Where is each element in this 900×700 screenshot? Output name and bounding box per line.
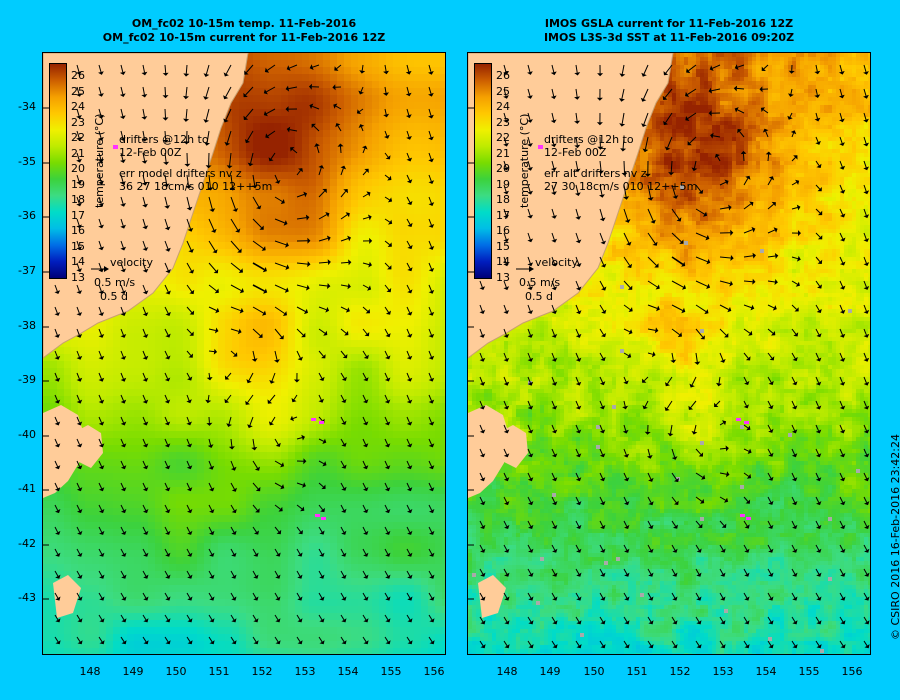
- y-tick-label: -37: [2, 264, 36, 277]
- colorbar-tick-label: 26: [71, 69, 85, 82]
- left-title-line1: OM_fc02 10-15m temp. 11-Feb-2016: [42, 17, 446, 31]
- colorbar-tick-label: 24: [71, 100, 85, 113]
- left-annotation-drifters-line1: drifters @12h to: [119, 133, 209, 146]
- x-tick-label: 149: [530, 665, 570, 678]
- right-drifter-legend-marker: [538, 145, 543, 149]
- right-map-panel: 26 25 24 23 22 21 20 19 18 17 16 15 14 13 temperature…: [467, 52, 871, 655]
- right-title-line2: IMOS L3S-3d SST at 11-Feb-2016 09:20Z: [467, 31, 871, 45]
- y-tick-label: -40: [2, 428, 36, 441]
- y-tick-label: -43: [2, 591, 36, 604]
- colorbar-tick-label: 16: [71, 224, 85, 237]
- colorbar-tick-label: 14: [71, 255, 85, 268]
- colorbar-tick-label: 13: [71, 271, 85, 284]
- colorbar-tick-label: 21: [71, 147, 85, 160]
- y-tick-label: -38: [2, 319, 36, 332]
- colorbar-tick-label: 22: [71, 131, 85, 144]
- colorbar-tick-label: 22: [496, 131, 510, 144]
- x-tick-label: 151: [617, 665, 657, 678]
- colorbar-tick-label: 17: [71, 209, 85, 222]
- left-annotation-err-line2: 36 27 18cm/s 010 12++5m: [119, 180, 272, 193]
- x-tick-label: 153: [285, 665, 325, 678]
- right-velocity-scale: 0.5 m/s: [519, 276, 560, 289]
- colorbar-tick-label: 18: [71, 193, 85, 206]
- x-tick-label: 150: [574, 665, 614, 678]
- x-tick-label: 154: [746, 665, 786, 678]
- colorbar-tick-label: 13: [496, 271, 510, 284]
- x-tick-label: 151: [199, 665, 239, 678]
- left-map-graphic: [43, 53, 445, 654]
- colorbar-tick-label: 19: [496, 178, 510, 191]
- left-title: OM_fc02 10-15m temp. 11-Feb-2016 OM_fc02…: [42, 17, 446, 45]
- x-tick-label: 153: [703, 665, 743, 678]
- y-tick-label: -41: [2, 482, 36, 495]
- x-tick-label: 148: [487, 665, 527, 678]
- colorbar-tick-label: 17: [496, 209, 510, 222]
- colorbar-tick-label: 24: [496, 100, 510, 113]
- left-annotation-err: err model drifters nv z 36 27 18cm/s 010…: [119, 167, 272, 193]
- y-tick-label: -35: [2, 155, 36, 168]
- left-drifter-legend-marker: [113, 145, 118, 149]
- right-velocity-label: velocity: [535, 256, 578, 269]
- right-colorbar-unit: temperature (°C): [518, 114, 531, 208]
- left-map-panel: 26 25 24 23 22 21 20 19 18 17 16 15 14 13 temperature…: [42, 52, 446, 655]
- x-tick-label: 148: [70, 665, 110, 678]
- copyright-notice: © CSIRO 2016 16-Feb-2016 23:42:24: [889, 434, 900, 640]
- colorbar-tick-label: 23: [496, 116, 510, 129]
- colorbar-tick-label: 21: [496, 147, 510, 160]
- colorbar-tick-label: 20: [71, 162, 85, 175]
- left-title-line2: OM_fc02 10-15m current for 11-Feb-2016 1…: [42, 31, 446, 45]
- left-colorbar: [49, 63, 67, 279]
- x-tick-label: 156: [832, 665, 872, 678]
- x-tick-label: 154: [328, 665, 368, 678]
- right-velocity-days: 0.5 d: [525, 290, 553, 303]
- x-tick-label: 152: [242, 665, 282, 678]
- right-annotation-err-line1: err alt drifters nv z: [544, 167, 697, 180]
- left-annotation-drifters: drifters @12h to 12-Feb 00Z: [119, 133, 209, 159]
- right-annotation-err-line2: 27 30 18cm/s 010 12++5m: [544, 180, 697, 193]
- colorbar-tick-label: 16: [496, 224, 510, 237]
- left-velocity-label: velocity: [110, 256, 153, 269]
- right-title-line1: IMOS GSLA current for 11-Feb-2016 12Z: [467, 17, 871, 31]
- x-tick-label: 152: [660, 665, 700, 678]
- colorbar-tick-label: 25: [496, 85, 510, 98]
- y-tick-label: -39: [2, 373, 36, 386]
- colorbar-tick-label: 14: [496, 255, 510, 268]
- x-tick-label: 156: [414, 665, 454, 678]
- right-annotation-drifters-line2: 12-Feb 00Z: [544, 146, 634, 159]
- right-annotation-drifters-line1: drifters @12h to: [544, 133, 634, 146]
- colorbar-tick-label: 20: [496, 162, 510, 175]
- x-tick-label: 155: [789, 665, 829, 678]
- left-colorbar-unit: temperature (°C): [93, 114, 106, 208]
- right-annotation-drifters: drifters @12h to 12-Feb 00Z: [544, 133, 634, 159]
- left-velocity-scale: 0.5 m/s: [94, 276, 135, 289]
- colorbar-tick-label: 15: [71, 240, 85, 253]
- colorbar-tick-label: 26: [496, 69, 510, 82]
- right-colorbar: [474, 63, 492, 279]
- colorbar-tick-label: 23: [71, 116, 85, 129]
- left-annotation-err-line1: err model drifters nv z: [119, 167, 272, 180]
- colorbar-tick-label: 19: [71, 178, 85, 191]
- colorbar-tick-label: 18: [496, 193, 510, 206]
- x-tick-label: 149: [113, 665, 153, 678]
- left-velocity-days: 0.5 d: [100, 290, 128, 303]
- y-tick-label: -34: [2, 100, 36, 113]
- y-tick-label: -42: [2, 537, 36, 550]
- colorbar-tick-label: 25: [71, 85, 85, 98]
- y-tick-label: -36: [2, 209, 36, 222]
- x-tick-label: 155: [371, 665, 411, 678]
- right-title: IMOS GSLA current for 11-Feb-2016 12Z IM…: [467, 17, 871, 45]
- left-annotation-drifters-line2: 12-Feb 00Z: [119, 146, 209, 159]
- right-map-graphic: [468, 53, 870, 654]
- right-annotation-err: err alt drifters nv z 27 30 18cm/s 010 1…: [544, 167, 697, 193]
- x-tick-label: 150: [156, 665, 196, 678]
- colorbar-tick-label: 15: [496, 240, 510, 253]
